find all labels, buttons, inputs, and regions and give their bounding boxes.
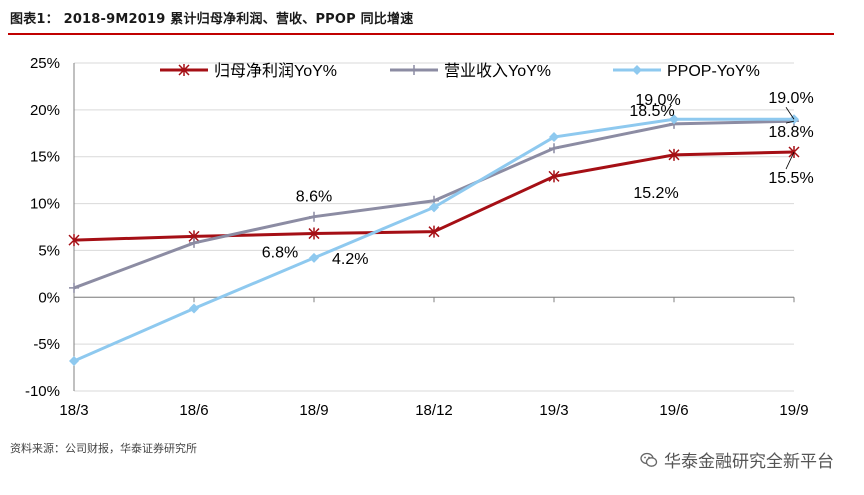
data-label: 19.0% [768, 90, 813, 107]
leader-line [785, 151, 795, 170]
x-tick-label: 19/9 [779, 402, 808, 419]
source-note: 资料来源：公司财报，华泰证券研究所 [10, 442, 197, 455]
y-tick-label: 10% [30, 196, 60, 213]
data-label: 19.0% [635, 92, 680, 109]
series-0-point [308, 227, 320, 240]
series-2-point [189, 303, 199, 314]
legend-label-0: 归母净利润YoY% [214, 62, 337, 80]
title-rule [8, 33, 834, 35]
watermark: 华泰金融研究全新平台 [640, 447, 834, 472]
series-2-point [309, 252, 319, 263]
legend-marker-0 [178, 64, 190, 76]
leader-line [785, 120, 795, 124]
series-2-point [669, 114, 679, 125]
data-label: 8.6% [296, 189, 332, 206]
x-tick-label: 18/3 [59, 402, 88, 419]
data-label: 15.5% [768, 170, 813, 187]
legend-marker-1 [409, 65, 419, 75]
legend-label-1: 营业收入YoY% [444, 62, 551, 80]
series-2-point [69, 356, 79, 367]
leader-line [785, 107, 795, 120]
data-label: 15.2% [633, 185, 678, 202]
series-0-point [428, 225, 440, 238]
series-2-point [429, 202, 439, 213]
data-label: 4.2% [332, 251, 368, 268]
series-0-point [668, 148, 680, 161]
y-tick-label: 5% [38, 242, 60, 259]
x-tick-label: 18/12 [415, 402, 453, 419]
line-chart: -10% -5% 0% 5% 10% 15% 20% 25% 18/3 18/6 18/9 18/12… [25, 55, 814, 419]
y-tick-label: 15% [30, 149, 60, 166]
legend-label-2: PPOP-YoY% [667, 63, 760, 80]
data-label: 6.8% [262, 245, 298, 262]
data-label: 18.5% [629, 103, 674, 120]
series-0-point [68, 234, 80, 247]
y-tick-label: 20% [30, 102, 60, 119]
series-1-point [549, 143, 559, 154]
y-tick-label: -10% [25, 383, 60, 400]
y-tick-label: 25% [30, 55, 60, 72]
series-1-point [189, 237, 199, 248]
legend-marker-2 [632, 65, 642, 75]
wechat-icon [640, 452, 658, 467]
watermark-text: 华泰金融研究全新平台 [664, 452, 834, 472]
series-1-point [69, 282, 79, 293]
figure-title: 图表1： 2018-9M2019 累计归母净利润、营收、PPOP 同比增速 [10, 12, 414, 27]
x-tick-label: 18/6 [179, 402, 208, 419]
y-tick-label: -5% [33, 336, 60, 353]
x-tick-label: 18/9 [299, 402, 328, 419]
series-0-point [548, 170, 560, 183]
series-1-point [309, 211, 319, 222]
x-tick-label: 19/3 [539, 402, 568, 419]
data-label: 18.8% [768, 124, 813, 141]
y-tick-label: 0% [38, 289, 60, 306]
series-2-point [549, 132, 559, 143]
x-tick-label: 19/6 [659, 402, 688, 419]
